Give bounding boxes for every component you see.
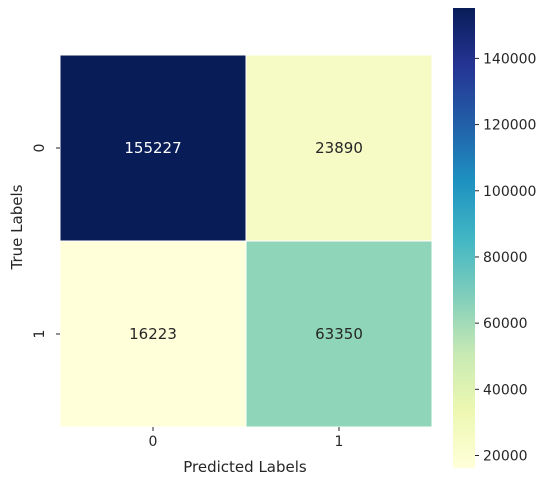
heatmap-cell-0-1 <box>245 54 433 242</box>
colorbar-tick-label: 100000 <box>483 184 536 200</box>
y-tick-label-1: 1 <box>32 330 48 339</box>
cell-annotation-1-0: 16223 <box>129 325 177 343</box>
heatmap-cells <box>59 54 433 428</box>
colorbar-tick-label: 20000 <box>483 449 528 465</box>
cell-annotation-1-1: 63350 <box>315 325 363 343</box>
colorbar-tick-label: 80000 <box>483 250 528 266</box>
colorbar-tick-label: 120000 <box>483 118 536 134</box>
y-axis-ticks: 01 <box>32 144 60 339</box>
y-tick-label-0: 0 <box>32 144 48 153</box>
cell-annotations: 155227 23890 16223 63350 <box>124 139 362 343</box>
colorbar-ticks: 20000 40000 60000 80000 100000 120000 140000 <box>475 51 536 465</box>
x-tick-label-0: 0 <box>149 434 158 450</box>
heatmap-cell-0-0 <box>59 54 247 242</box>
heatmap-cell-1-1 <box>245 240 433 428</box>
colorbar-tick-label: 140000 <box>483 51 536 67</box>
cell-annotation-0-0: 155227 <box>124 139 181 157</box>
colorbar-tick-label: 40000 <box>483 382 528 398</box>
x-axis-label: Predicted Labels <box>183 458 307 476</box>
x-tick-label-1: 1 <box>335 434 344 450</box>
heatmap-cell-1-0 <box>59 240 247 428</box>
y-axis-label: True Labels <box>8 184 26 270</box>
colorbar-tick-label: 60000 <box>483 316 528 332</box>
cell-annotation-0-1: 23890 <box>315 139 363 157</box>
colorbar <box>453 8 475 468</box>
